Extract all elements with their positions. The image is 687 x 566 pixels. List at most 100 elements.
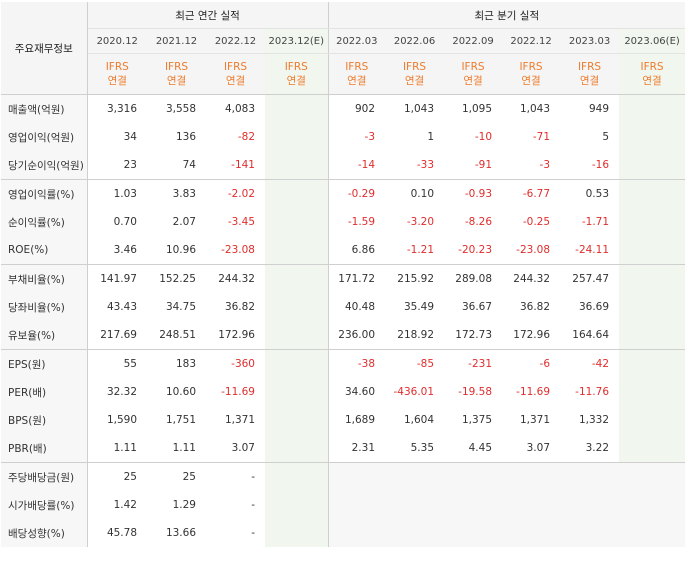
quarterly-value-cell: -231 bbox=[444, 349, 503, 378]
ifrs-text: IFRS bbox=[223, 61, 248, 73]
quarterly-empty-cell bbox=[560, 519, 620, 547]
quarterly-empty-cell bbox=[327, 462, 386, 491]
quarterly-value-cell: 1,043 bbox=[403, 103, 435, 115]
annual-value-cell: 1,371 bbox=[224, 414, 255, 426]
corner-label: 주요재무정보 bbox=[1, 2, 88, 95]
annual-value-cell: 34 bbox=[123, 131, 137, 143]
annual-value-cell: 43.43 bbox=[106, 301, 137, 313]
quarterly-value-cell: 36.67 bbox=[461, 301, 493, 313]
quarterly-value-cell bbox=[619, 378, 686, 406]
quarterly-value-cell: 1,375 bbox=[461, 414, 493, 426]
annual-value-cell: -11.69 bbox=[221, 386, 255, 398]
quarterly-value-cell: -1.21 bbox=[406, 244, 435, 256]
quarterly-header: 최근 분기 실적 bbox=[327, 2, 686, 29]
ifrs-text: IFRS bbox=[577, 61, 602, 73]
quarterly-value-cell: 3.07 bbox=[526, 442, 551, 454]
quarterly-value-cell: 1,371 bbox=[519, 414, 551, 426]
quarterly-value-cell: 0.10 bbox=[385, 179, 445, 208]
consolidated-text: 연결 bbox=[521, 75, 541, 87]
annual-period-header: 2020.12 bbox=[87, 28, 147, 54]
quarterly-value-cell: -3 bbox=[327, 123, 386, 151]
quarterly-value-cell: 171.72 bbox=[327, 264, 386, 293]
quarterly-value-cell: 244.32 bbox=[502, 264, 561, 293]
quarterly-value-cell: 949 bbox=[588, 103, 610, 115]
quarterly-empty-cell bbox=[560, 491, 620, 519]
row-label: EPS(원) bbox=[1, 349, 88, 378]
quarterly-value-cell: -85 bbox=[385, 349, 445, 378]
ifrs-consolidated-label: IFRS 연결 bbox=[147, 53, 206, 95]
annual-value-cell bbox=[265, 519, 329, 547]
quarterly-value-cell: 36.69 bbox=[578, 301, 610, 313]
row-label: 영업이익률(%) bbox=[1, 179, 88, 208]
quarterly-empty-cell bbox=[444, 462, 503, 491]
annual-value-cell: 152.25 bbox=[147, 264, 206, 293]
annual-value-cell: 1.11 bbox=[113, 442, 137, 454]
ifrs-consolidated-label: IFRS 연결 bbox=[560, 53, 620, 95]
quarterly-value-cell: 172.96 bbox=[513, 329, 551, 341]
quarterly-value-cell: 40.48 bbox=[327, 293, 386, 321]
quarterly-value-cell: 6.86 bbox=[327, 236, 386, 265]
annual-value-cell bbox=[265, 293, 329, 321]
consolidated-text: 연결 bbox=[347, 75, 367, 87]
annual-value-cell: -141 bbox=[231, 159, 255, 171]
quarterly-period-header: 2022.06 bbox=[385, 28, 445, 54]
quarterly-value-cell: -11.69 bbox=[516, 386, 551, 398]
annual-value-cell: 23 bbox=[123, 159, 137, 171]
quarterly-value-cell: 902 bbox=[327, 94, 386, 123]
annual-value-cell: 3.07 bbox=[231, 442, 255, 454]
annual-value-cell: 74 bbox=[182, 159, 196, 171]
financial-summary-table: 주요재무정보 최근 연간 실적 최근 분기 실적 2020.12 2021.12 2… bbox=[1, 2, 686, 547]
table-row: EPS(원) 55 183 -360 -38 -85 -231 -6 -42 bbox=[1, 349, 686, 378]
quarterly-value-cell bbox=[619, 179, 686, 208]
ifrs-text: IFRS bbox=[402, 61, 427, 73]
consolidated-text: 연결 bbox=[166, 75, 187, 87]
quarterly-value-cell: 257.47 bbox=[560, 264, 620, 293]
ifrs-text: IFRS bbox=[105, 61, 129, 73]
ifrs-text: IFRS bbox=[519, 61, 543, 73]
annual-value-cell: 25 bbox=[87, 462, 147, 491]
table-row: 당좌비율(%) 43.43 34.75 36.82 40.48 35.49 36.67 36.… bbox=[1, 293, 686, 321]
quarterly-empty-cell bbox=[327, 519, 386, 547]
quarterly-value-cell: 3.22 bbox=[585, 442, 610, 454]
consolidated-text: 연결 bbox=[404, 75, 425, 87]
quarterly-empty-cell bbox=[619, 462, 686, 491]
quarterly-value-cell: 0.53 bbox=[560, 179, 620, 208]
annual-value-cell: 3,558 bbox=[165, 103, 196, 115]
annual-value-cell: 25 bbox=[147, 462, 206, 491]
quarterly-value-cell bbox=[619, 349, 686, 378]
annual-value-cell: 3,316 bbox=[106, 103, 137, 115]
row-label: 배당성향(%) bbox=[1, 519, 88, 547]
annual-value-cell bbox=[265, 208, 329, 236]
quarterly-empty-cell bbox=[385, 462, 445, 491]
quarterly-value-cell bbox=[619, 406, 686, 434]
row-label: 부채비율(%) bbox=[1, 264, 88, 293]
quarterly-value-cell: -3 bbox=[539, 159, 551, 171]
annual-value-cell bbox=[265, 321, 329, 350]
consolidated-text: 연결 bbox=[107, 75, 127, 87]
annual-value-cell: 36.82 bbox=[224, 301, 255, 313]
quarterly-value-cell bbox=[619, 94, 686, 123]
ifrs-text: IFRS bbox=[461, 61, 485, 73]
quarterly-value-cell bbox=[619, 434, 686, 463]
quarterly-value-cell: -11.76 bbox=[575, 386, 610, 398]
annual-value-cell: 1.11 bbox=[172, 442, 196, 454]
quarterly-empty-cell bbox=[502, 519, 561, 547]
table-row: 시가배당률(%) 1.42 1.29 - bbox=[1, 491, 686, 519]
table-row: 주당배당금(원) 25 25- bbox=[1, 462, 686, 491]
quarterly-value-cell: -8.26 bbox=[464, 216, 493, 228]
quarterly-value-cell: 1,095 bbox=[461, 103, 493, 115]
table-row: ROE(%) 3.46 10.96 -23.08 6.86 -1.21 -20.23 -23.… bbox=[1, 236, 686, 265]
ifrs-consolidated-label: IFRS 연결 bbox=[327, 53, 386, 95]
quarterly-value-cell: 4.45 bbox=[468, 442, 493, 454]
quarterly-value-cell bbox=[619, 264, 686, 293]
quarterly-value-cell: -16 bbox=[591, 159, 610, 171]
consolidated-text: 연결 bbox=[579, 75, 600, 87]
quarterly-value-cell: -1.59 bbox=[327, 208, 386, 236]
quarterly-value-cell: -436.01 bbox=[393, 386, 435, 398]
table-row: 영업이익(억원) 34 136 -82 -3 1 -10 -71 5 bbox=[1, 123, 686, 151]
annual-value-cell: 3.83 bbox=[147, 179, 206, 208]
row-label: 유보율(%) bbox=[1, 321, 88, 350]
annual-value-cell: - bbox=[251, 527, 255, 539]
quarterly-value-cell: 34.60 bbox=[327, 378, 386, 406]
quarterly-value-cell: -33 bbox=[416, 159, 435, 171]
